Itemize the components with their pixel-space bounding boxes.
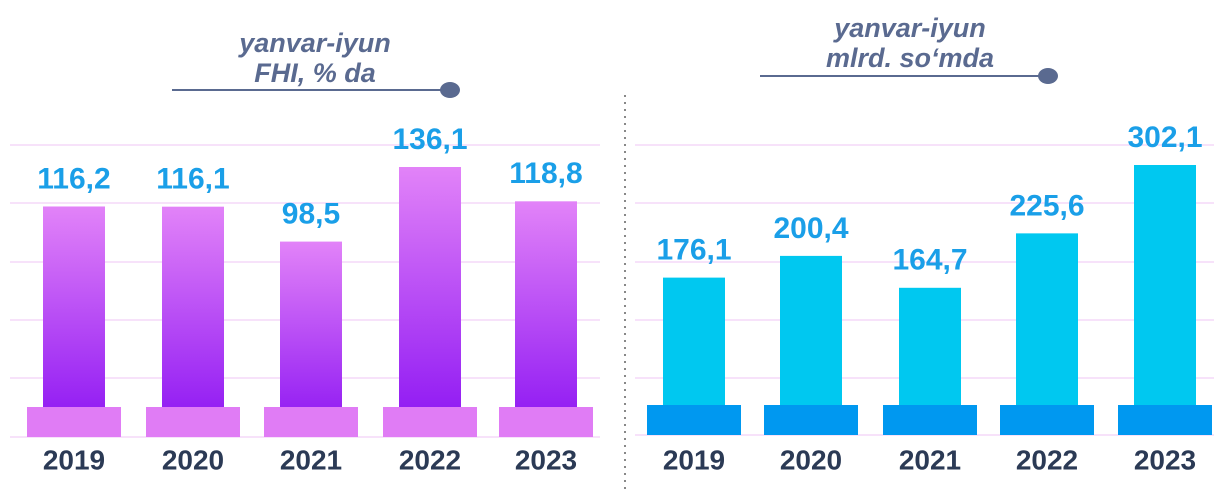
x-tick-label: 2019 bbox=[663, 444, 725, 475]
x-tick-label: 2023 bbox=[515, 444, 577, 475]
bar bbox=[399, 167, 461, 437]
value-label: 118,8 bbox=[509, 157, 582, 190]
x-tick-label: 2021 bbox=[280, 444, 342, 475]
x-tick-label: 2020 bbox=[780, 444, 842, 475]
bar-foot bbox=[1000, 405, 1094, 435]
bar bbox=[1016, 233, 1078, 435]
value-label: 136,1 bbox=[392, 123, 467, 156]
bar bbox=[515, 201, 577, 437]
bar-foot bbox=[1118, 405, 1212, 435]
bar bbox=[1134, 165, 1196, 435]
bar-foot bbox=[764, 405, 858, 435]
value-label: 116,2 bbox=[37, 162, 110, 195]
bar bbox=[280, 241, 342, 437]
bar-foot bbox=[27, 407, 121, 437]
bar-foot bbox=[264, 407, 358, 437]
x-tick-label: 2019 bbox=[43, 444, 105, 475]
bar-foot bbox=[647, 405, 741, 435]
value-label: 176,1 bbox=[656, 234, 731, 267]
chart-title: yanvar-iyun bbox=[237, 28, 391, 58]
chart-title: yanvar-iyun bbox=[832, 13, 986, 43]
value-label: 302,1 bbox=[1127, 121, 1202, 154]
x-tick-label: 2023 bbox=[1134, 444, 1196, 475]
chart-title: mlrd. so‘mda bbox=[826, 43, 994, 73]
chart-title: FHI, % da bbox=[254, 58, 376, 88]
bar bbox=[43, 206, 105, 437]
x-tick-label: 2022 bbox=[1016, 444, 1078, 475]
title-dot bbox=[440, 82, 460, 98]
value-label: 98,5 bbox=[282, 198, 340, 231]
bar bbox=[162, 206, 224, 437]
bar-foot bbox=[883, 405, 977, 435]
x-tick-label: 2022 bbox=[399, 444, 461, 475]
value-label: 225,6 bbox=[1009, 189, 1084, 222]
value-label: 200,4 bbox=[773, 212, 848, 245]
bar-foot bbox=[383, 407, 477, 437]
value-label: 164,7 bbox=[892, 244, 967, 277]
x-tick-label: 2020 bbox=[162, 444, 224, 475]
bar-foot bbox=[146, 407, 240, 437]
value-label: 116,1 bbox=[156, 163, 229, 196]
bar-foot bbox=[499, 407, 593, 437]
x-tick-label: 2021 bbox=[899, 444, 961, 475]
title-dot bbox=[1038, 68, 1058, 84]
